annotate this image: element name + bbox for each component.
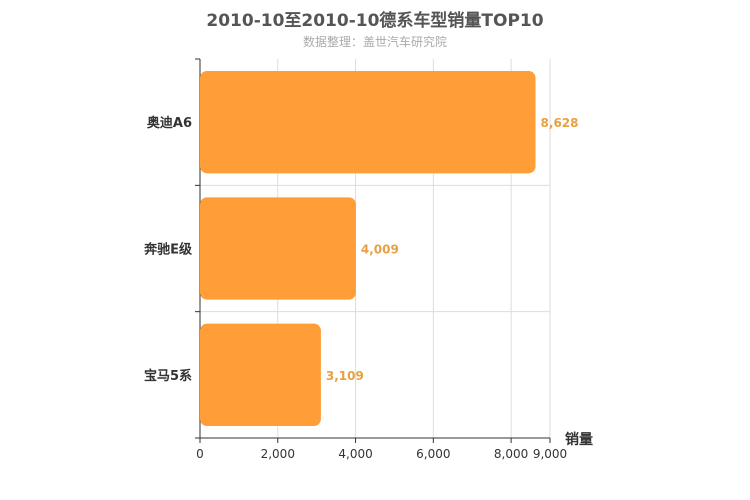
x-tick-label: 0 [196,447,204,461]
x-axis-title: 销量 [565,431,593,448]
data-label: 3,109 [326,369,364,383]
bar-1 [200,71,536,174]
x-tick-label: 2,000 [261,447,295,461]
x-tick-label: 6,000 [416,447,450,461]
x-tick-label: 8,000 [494,447,528,461]
category-label: 奔驰E级 [143,242,193,258]
x-tick-label: 9,000 [533,447,567,461]
bar-3 [200,323,321,426]
bars [200,71,536,426]
chart-subtitle: 数据整理：盖世汽车研究院 [302,35,447,49]
x-tick-label: 4,000 [338,447,372,461]
data-label: 8,628 [541,116,579,130]
chart-title: 2010-10至2010-10德系车型销量TOP10 [206,11,544,31]
category-label: 奥迪A6 [147,115,192,131]
data-label: 4,009 [361,243,399,257]
labels: 奥迪A6 8,628 奔驰E级 4,009 宝马5系 3,109 [143,115,578,384]
bar-2 [200,197,356,300]
category-label: 宝马5系 [144,368,192,384]
